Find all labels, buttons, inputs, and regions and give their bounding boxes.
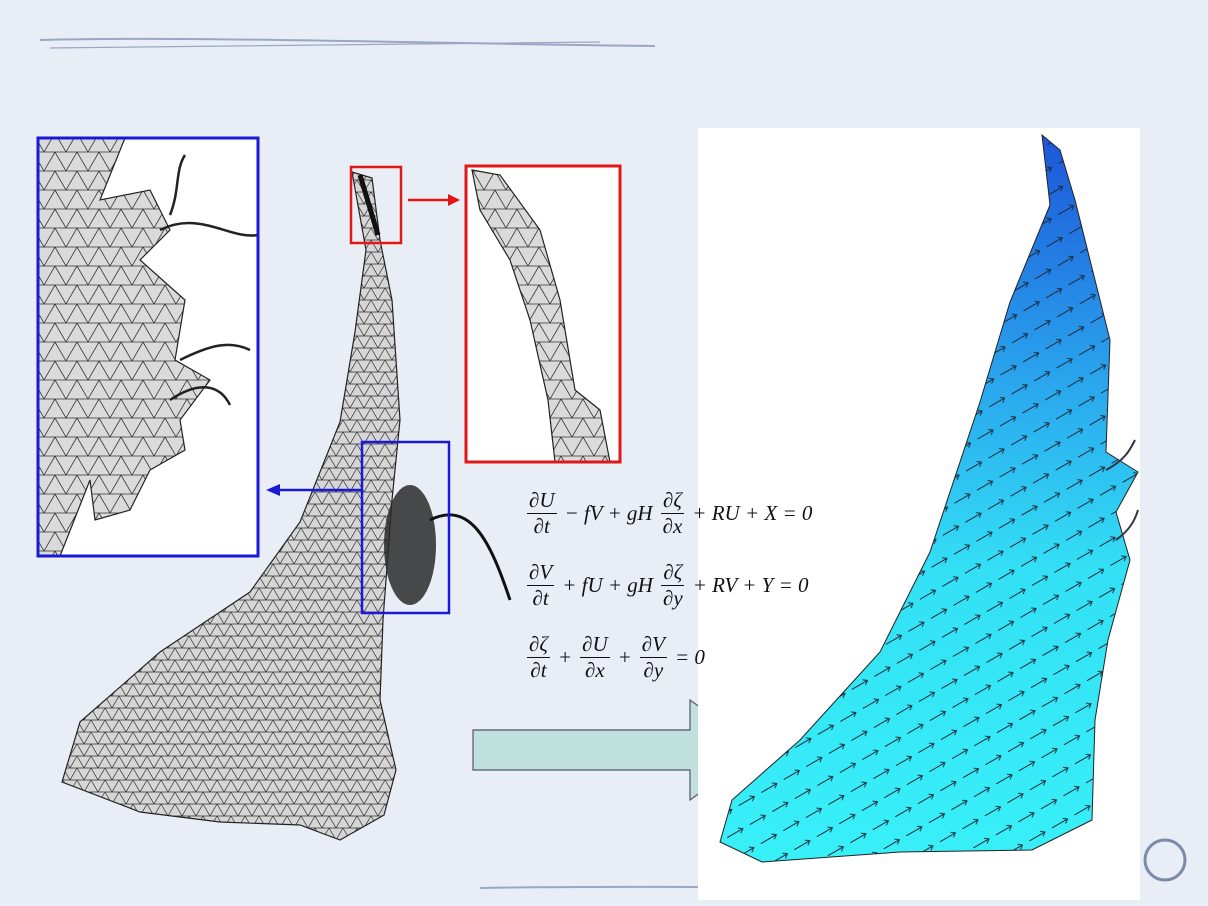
denominator: ∂t bbox=[532, 585, 549, 610]
equations: ∂U ∂t − fV + gH ∂ζ ∂x + RU + X = 0 ∂V ∂t + fU + … bbox=[522, 484, 815, 700]
denominator: ∂y bbox=[662, 585, 683, 610]
equation: ∂ζ ∂t + ∂U ∂x + ∂V ∂y = 0 bbox=[522, 628, 815, 686]
fraction: ∂ζ ∂t bbox=[527, 632, 550, 683]
equation-term: = 0 bbox=[675, 644, 705, 669]
zoom-top bbox=[464, 164, 622, 464]
numerator: ∂U bbox=[580, 631, 610, 658]
mesh-estuary bbox=[61, 171, 512, 841]
numerator: ∂V bbox=[527, 559, 555, 586]
numerator: ∂U bbox=[527, 487, 557, 514]
equation-term: + RV + Y = 0 bbox=[692, 572, 809, 597]
equation-term: + fU + gH bbox=[562, 572, 653, 597]
zoom-left bbox=[36, 136, 260, 558]
fraction: ∂U ∂t bbox=[527, 488, 557, 539]
numerator: ∂V bbox=[639, 631, 667, 658]
denominator: ∂t bbox=[530, 657, 547, 682]
denominator: ∂t bbox=[533, 513, 550, 538]
equation: ∂U ∂t − fV + gH ∂ζ ∂x + RU + X = 0 bbox=[522, 484, 815, 542]
flow-result bbox=[698, 128, 1187, 900]
equation-term: + bbox=[557, 644, 573, 669]
numerator: ∂ζ bbox=[661, 559, 685, 586]
focus-box-top bbox=[349, 165, 403, 245]
denominator: ∂x bbox=[584, 657, 605, 682]
zoom-arrows bbox=[266, 194, 460, 496]
focus-box-side bbox=[360, 440, 451, 615]
denominator: ∂x bbox=[662, 513, 683, 538]
fraction: ∂U ∂x bbox=[580, 632, 610, 683]
fraction: ∂V ∂t bbox=[527, 559, 555, 611]
equation-term: − fV + gH bbox=[564, 500, 653, 525]
fraction: ∂V ∂y bbox=[639, 631, 667, 683]
equation-term: + RU + X = 0 bbox=[692, 500, 813, 525]
equation: ∂V ∂t + fU + gH ∂ζ ∂y + RV + Y = 0 bbox=[522, 556, 815, 614]
fraction: ∂ζ ∂x bbox=[661, 488, 685, 539]
fraction: ∂ζ ∂y bbox=[661, 560, 685, 611]
numerator: ∂ζ bbox=[527, 631, 550, 658]
numerator: ∂ζ bbox=[661, 487, 684, 514]
equation-term: + bbox=[617, 644, 632, 669]
denominator: ∂y bbox=[643, 657, 664, 682]
